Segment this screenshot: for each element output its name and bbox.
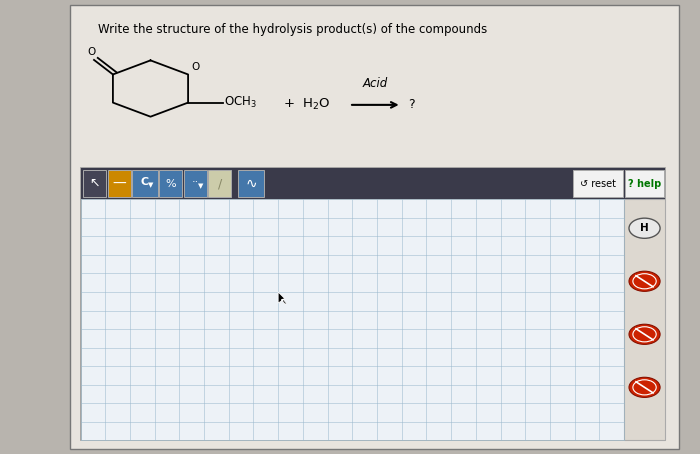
- Text: ··: ··: [192, 177, 199, 188]
- Circle shape: [629, 271, 660, 291]
- Bar: [70, 5, 679, 449]
- Text: O: O: [87, 47, 95, 57]
- Text: ↖: ↖: [90, 177, 100, 190]
- Text: %: %: [165, 178, 176, 189]
- Bar: [108, 170, 131, 197]
- Polygon shape: [278, 292, 286, 304]
- Bar: [132, 170, 158, 197]
- Text: H: H: [640, 223, 649, 233]
- Circle shape: [629, 324, 660, 345]
- Text: C: C: [141, 177, 149, 188]
- Text: $+$  H$_2$O: $+$ H$_2$O: [283, 97, 330, 113]
- Text: Acid: Acid: [363, 77, 388, 90]
- Text: ? help: ? help: [628, 178, 661, 189]
- Text: /: /: [218, 177, 222, 190]
- Text: them with bonds.: them with bonds.: [94, 201, 215, 214]
- Text: O: O: [192, 62, 199, 72]
- Bar: [83, 170, 106, 197]
- Bar: [208, 170, 231, 197]
- Bar: [624, 199, 665, 440]
- Bar: [238, 170, 264, 197]
- Text: Write the structure of the hydrolysis product(s) of the compounds: Write the structure of the hydrolysis pr…: [98, 23, 487, 36]
- Bar: [159, 170, 182, 197]
- Text: ∿: ∿: [245, 177, 257, 191]
- Bar: [183, 170, 206, 197]
- Bar: [573, 170, 623, 197]
- Circle shape: [629, 377, 660, 397]
- Text: ▼: ▼: [197, 183, 203, 189]
- Text: ▼: ▼: [148, 183, 153, 188]
- Text: OCH$_3$: OCH$_3$: [225, 95, 258, 110]
- Bar: [80, 199, 624, 440]
- Text: ↺ reset: ↺ reset: [580, 178, 616, 189]
- Bar: [625, 170, 664, 197]
- Text: Draw the molecule by placing atoms on the grid and connecting: Draw the molecule by placing atoms on th…: [94, 170, 537, 183]
- Bar: [80, 168, 665, 199]
- Circle shape: [629, 218, 660, 238]
- Bar: [80, 168, 665, 440]
- Text: ?: ?: [409, 99, 415, 111]
- Text: —: —: [113, 177, 126, 191]
